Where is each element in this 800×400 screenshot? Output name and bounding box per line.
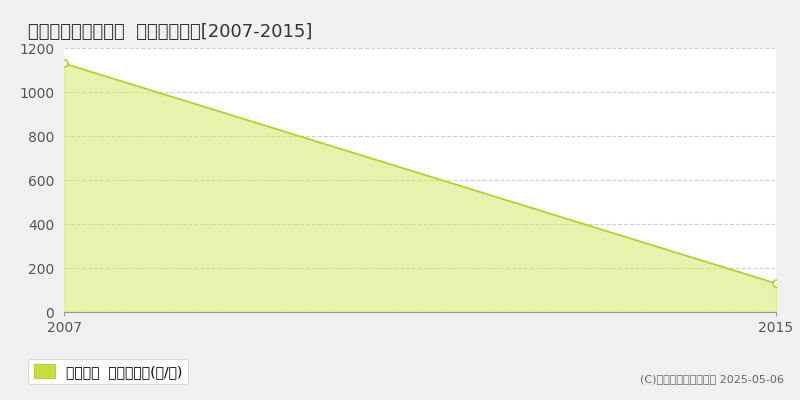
Text: (C)土地価格ドットコム 2025-05-06: (C)土地価格ドットコム 2025-05-06 [640,374,784,384]
Legend: 林地価格  平均坪単価(円/坪): 林地価格 平均坪単価(円/坪) [28,358,188,384]
Text: 高山市国府町西門前  林地価格推移[2007-2015]: 高山市国府町西門前 林地価格推移[2007-2015] [29,23,313,41]
